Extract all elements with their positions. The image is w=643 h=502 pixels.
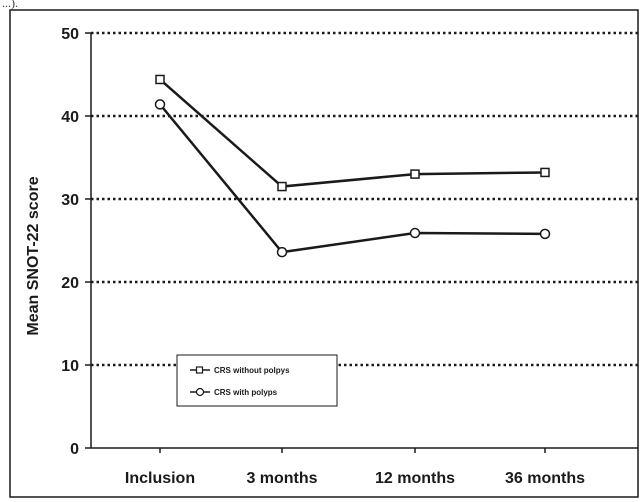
y-tick-label-40: 40 [61, 109, 79, 126]
y-axis-title: Mean SNOT-22 score [25, 176, 42, 335]
series-0-point-2 [410, 169, 420, 179]
y-tick-label-0: 0 [70, 441, 79, 458]
series-lines [154, 74, 551, 258]
y-tick-labels: 0 10 20 30 40 50 [61, 26, 79, 458]
y-tick-label-20: 20 [61, 275, 79, 292]
x-tick-label-2: 12 months [375, 470, 455, 487]
axes [85, 32, 638, 453]
y-tick-label-10: 10 [61, 358, 79, 375]
y-tick-label-30: 30 [61, 192, 79, 209]
y-tick-label-50: 50 [61, 26, 79, 43]
legend-label-1: CRS with polyps [214, 388, 278, 397]
grid-lines [91, 31, 638, 367]
series-0-point-3 [540, 167, 550, 178]
series-1-point-2 [409, 227, 421, 239]
series-line-1 [159, 103, 546, 254]
legend-box [176, 354, 338, 407]
x-tick-label-3: 36 months [505, 470, 585, 487]
legend-marker-0 [195, 366, 204, 374]
x-tick-label-1: 3 months [246, 470, 317, 487]
x-tick-labels: Inclusion 3 months 12 months 36 months [125, 470, 585, 487]
x-tick-label-0: Inclusion [125, 470, 195, 487]
series-1-point-1 [276, 246, 288, 258]
legend: CRS without polpys CRS with polyps [176, 354, 338, 407]
series-1-point-0 [154, 99, 166, 110]
legend-marker-1 [195, 387, 205, 397]
legend-label-0: CRS without polpys [214, 366, 290, 375]
figure-frame [9, 9, 639, 498]
caption-fragment: ...). [2, 0, 18, 10]
series-0-point-0 [155, 74, 165, 85]
series-line-0 [159, 78, 546, 188]
series-0-point-1 [277, 181, 287, 192]
series-1-point-3 [539, 228, 551, 240]
